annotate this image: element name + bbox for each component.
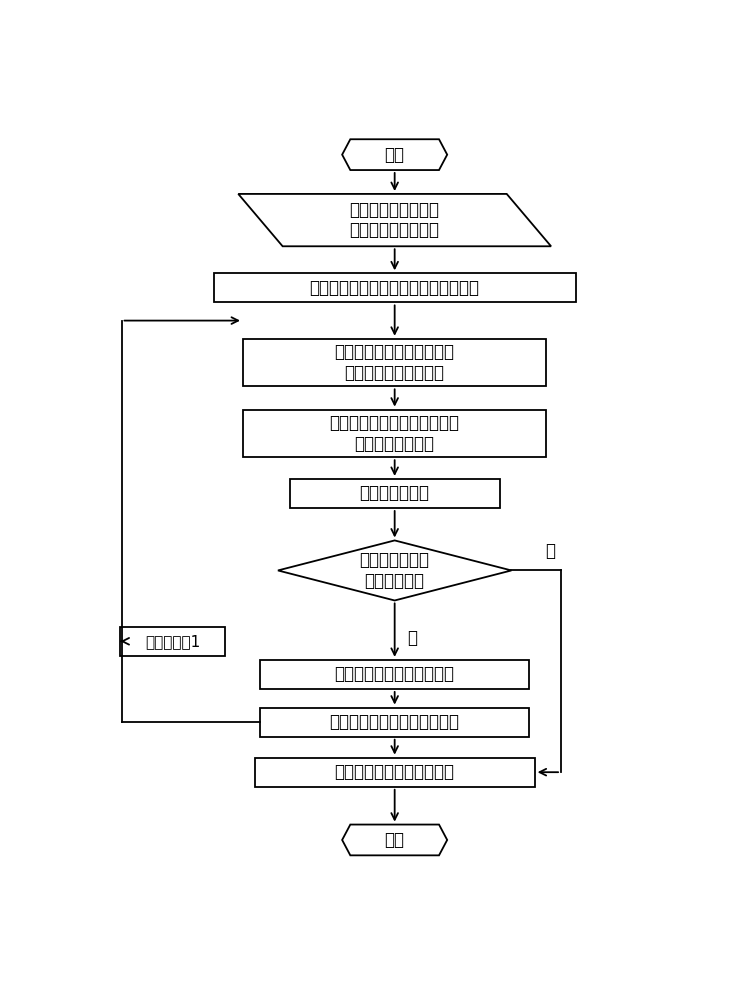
Text: 选取种子，将其设为基值和当前最优解: 选取种子，将其设为基值和当前最优解 <box>309 279 480 297</box>
Bar <box>214 273 575 302</box>
Bar <box>120 627 225 656</box>
Text: 更新当前最优解: 更新当前最优解 <box>360 484 430 502</box>
Polygon shape <box>278 540 511 600</box>
Bar <box>261 708 529 737</box>
Text: 是否满足任一算
法终止准则？: 是否满足任一算 法终止准则？ <box>360 551 430 590</box>
Text: 采用随机数投掷法确定新基点: 采用随机数投掷法确定新基点 <box>330 713 459 731</box>
Bar <box>290 479 500 508</box>
Bar <box>243 339 547 386</box>
Text: 是: 是 <box>545 542 555 560</box>
Polygon shape <box>342 825 447 855</box>
Polygon shape <box>342 139 447 170</box>
Text: 更新所有节点的生长素浓度: 更新所有节点的生长素浓度 <box>334 665 455 683</box>
Text: 结束: 结束 <box>385 831 404 849</box>
Bar <box>243 410 547 457</box>
Polygon shape <box>238 194 551 246</box>
Text: 从基点出发分别按粗放和精
细生长模式生成新节点: 从基点出发分别按粗放和精 细生长模式生成新节点 <box>334 343 455 382</box>
Text: 输出风蓄水火最优调度结果: 输出风蓄水火最优调度结果 <box>334 763 455 781</box>
Text: 迭代次数加1: 迭代次数加1 <box>145 634 200 649</box>
Text: 否: 否 <box>407 629 417 647</box>
Text: 输入系统数据和算法
参数，设置迭代变量: 输入系统数据和算法 参数，设置迭代变量 <box>349 201 440 239</box>
Text: 开始: 开始 <box>385 146 404 164</box>
Bar <box>255 758 535 787</box>
Text: 删除违反约束条件和目标函数
值大于种子的节点: 删除违反约束条件和目标函数 值大于种子的节点 <box>330 414 459 453</box>
Bar <box>261 660 529 689</box>
